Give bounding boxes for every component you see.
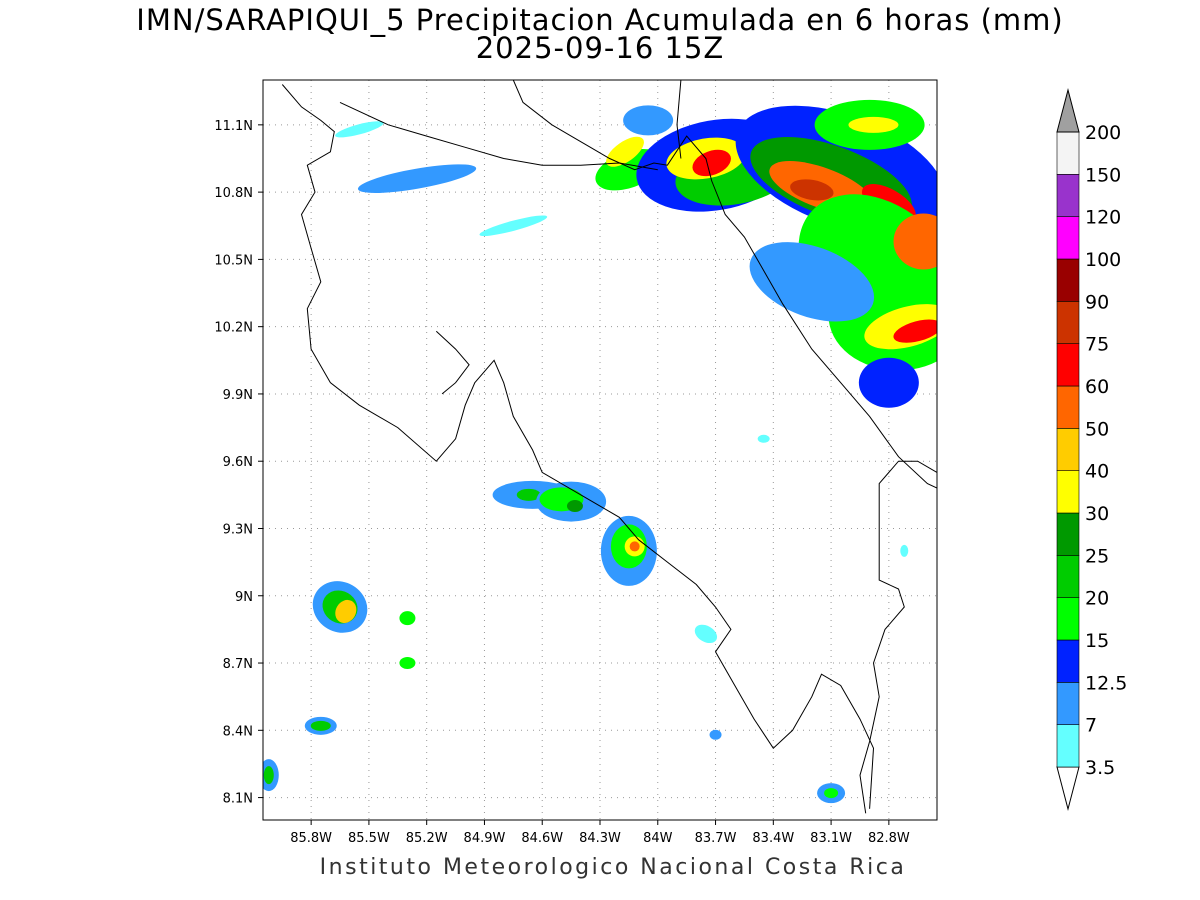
precip-cell [757, 434, 770, 443]
precip-cell [694, 624, 718, 644]
lon-tick-label: 83.1W [810, 831, 852, 846]
precip-cell [790, 179, 834, 201]
lon-tick-label: 84W [643, 831, 673, 846]
colorbar-arrow-low [1056, 766, 1080, 811]
lat-tick-label: 9.9N [223, 388, 253, 403]
longitude-ticks: 85.8W 85.5W 85.2W 84.9W 84.6W 84.3W 84W 83.7W 83… [290, 820, 910, 846]
coastlines-borders [281, 80, 937, 814]
coastline [281, 84, 875, 809]
colorbar-band [1056, 343, 1080, 387]
lon-tick-label: 84.3W [579, 831, 621, 846]
colorbar-label: 75 [1085, 334, 1109, 356]
precip-cell [848, 116, 899, 133]
precip-cell [310, 720, 331, 731]
lat-tick-label: 9.6N [223, 455, 253, 470]
colorbar-arrow-high [1056, 88, 1080, 133]
lat-tick-label: 9.3N [223, 522, 253, 537]
lon-tick-label: 84.9W [464, 831, 506, 846]
precipitation-field [263, 99, 937, 804]
precip-cell [606, 136, 644, 167]
lat-tick-label: 10.5N [214, 253, 253, 268]
colorbar-band [1056, 470, 1080, 514]
colorbar-label: 12.5 [1085, 672, 1127, 694]
precip-cell [399, 611, 416, 626]
colorbar-label: 150 [1085, 164, 1121, 186]
precip-cell [335, 599, 357, 623]
precip-cell [263, 766, 274, 785]
map-grid [263, 80, 937, 820]
coastline [512, 80, 937, 489]
lon-tick-label: 84.6W [521, 831, 563, 846]
colorbar-label: 200 [1085, 122, 1121, 144]
colorbar-band [1056, 555, 1080, 598]
lon-tick-label: 83.7W [695, 831, 737, 846]
precip-cell [516, 488, 541, 501]
colorbar-label: 3.5 [1085, 757, 1115, 779]
precip-cell [623, 105, 674, 136]
colorbar-label: 60 [1085, 376, 1109, 398]
footer-credit: Instituto Meteorologico Nacional Costa R… [319, 855, 907, 880]
map-title: IMN/SARAPIQUI_5 Precipitacion Acumulada … [136, 3, 1064, 37]
precip-cell [399, 657, 416, 670]
precip-cell [858, 357, 919, 408]
colorbar-label: 15 [1085, 630, 1109, 652]
precip-cell [692, 149, 731, 177]
lon-tick-label: 85.5W [348, 831, 390, 846]
map-date: 2025-09-16 15Z [475, 31, 725, 65]
colorbar-label: 30 [1085, 503, 1109, 525]
colorbar-band [1056, 597, 1080, 641]
precip-cell [479, 215, 548, 237]
colorbar-band [1056, 639, 1080, 683]
colorbar-band [1056, 131, 1080, 175]
precip-cell [749, 242, 875, 322]
coastline [435, 330, 470, 395]
colorbar-band [1056, 174, 1080, 217]
precip-cell [893, 213, 937, 270]
latitude-ticks: 8.1N 8.4N 8.7N 9N 9.3N 9.6N 9.9N 10.2N 10.5N 10.8… [214, 119, 263, 807]
precip-cell [566, 500, 583, 513]
colorbar-label: 20 [1085, 588, 1109, 610]
colorbar-label: 100 [1085, 249, 1121, 271]
lat-tick-label: 9N [235, 590, 253, 605]
lon-tick-label: 85.2W [406, 831, 448, 846]
country-border [339, 101, 658, 171]
lat-tick-label: 11.1N [214, 119, 253, 134]
lon-tick-label: 85.8W [290, 831, 332, 846]
precip-cell [900, 544, 909, 557]
precip-cell [893, 319, 937, 343]
lat-tick-label: 10.8N [214, 186, 253, 201]
country-border [859, 460, 937, 814]
colorbar-band [1056, 258, 1080, 302]
lon-tick-label: 83.4W [752, 831, 794, 846]
country-border [676, 80, 682, 159]
colorbar: 3.5 7 12.5 15 20 25 30 40 50 60 75 90 100 120 150 200 [1056, 88, 1127, 811]
precip-cell [824, 788, 839, 799]
lon-tick-label: 82.8W [868, 831, 910, 846]
precip-cell [629, 541, 640, 552]
colorbar-band [1056, 724, 1080, 768]
colorbar-label: 25 [1085, 545, 1109, 567]
precip-cell [357, 164, 477, 194]
lat-tick-label: 8.1N [223, 792, 253, 807]
colorbar-band [1056, 385, 1080, 429]
colorbar-band [1056, 682, 1080, 725]
colorbar-label: 50 [1085, 418, 1109, 440]
colorbar-band [1056, 512, 1080, 556]
lat-tick-label: 10.2N [214, 321, 253, 336]
precip-cell [709, 729, 722, 740]
colorbar-label: 90 [1085, 291, 1109, 313]
colorbar-label: 120 [1085, 207, 1121, 229]
colorbar-band [1056, 301, 1080, 344]
lat-tick-label: 8.7N [223, 657, 253, 672]
lat-tick-label: 8.4N [223, 724, 253, 739]
colorbar-band [1056, 428, 1080, 471]
colorbar-band [1056, 216, 1080, 260]
colorbar-label: 7 [1085, 715, 1097, 737]
precip-cell [335, 121, 384, 138]
colorbar-label: 40 [1085, 461, 1109, 483]
